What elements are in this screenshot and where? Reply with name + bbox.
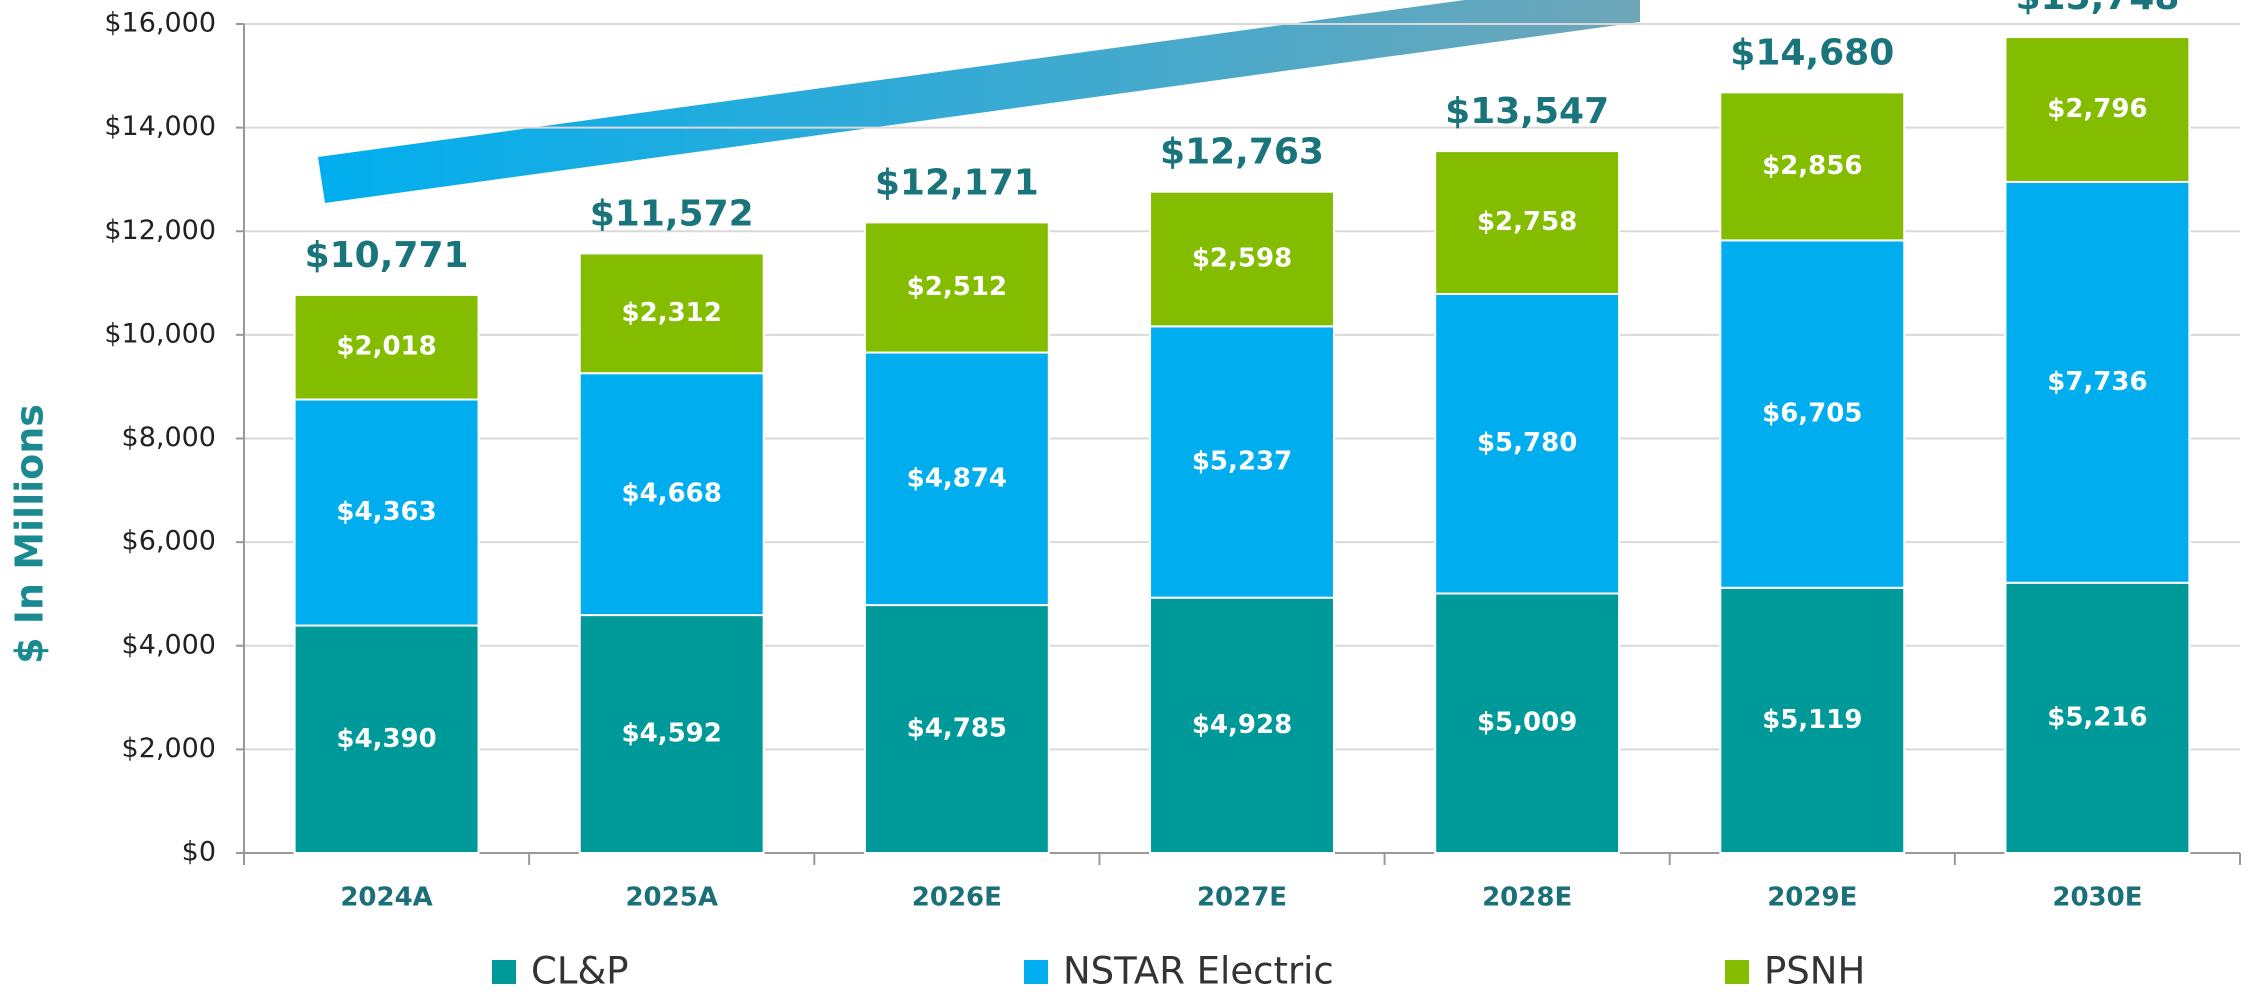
- segment-label: $2,856: [1762, 151, 1862, 181]
- y-tick-label: $10,000: [104, 318, 216, 349]
- bar-segment: [1149, 190, 1335, 328]
- x-tick-label: 2026E: [912, 883, 1002, 913]
- segment-label: $4,592: [622, 719, 722, 749]
- bar-segment: [863, 351, 1050, 607]
- segment-label: $5,780: [1477, 428, 1577, 458]
- segment-label: $5,009: [1477, 708, 1577, 738]
- legend-label: PSNH: [1764, 950, 1865, 993]
- y-axis-title: $ In Millions: [8, 404, 52, 664]
- total-label: $13,547: [1445, 91, 1609, 132]
- bar-segment: [1149, 325, 1335, 599]
- y-tick-label: $6,000: [122, 526, 216, 557]
- segment-label: $4,668: [622, 479, 722, 509]
- segment-label: $6,705: [1762, 399, 1862, 429]
- bar-segment: [1434, 292, 1621, 595]
- bar-segment: [578, 614, 765, 855]
- legend-swatch: [492, 960, 516, 984]
- segment-label: $5,119: [1762, 705, 1862, 735]
- x-tick-label: 2028E: [1482, 883, 1572, 913]
- segment-label: $2,512: [907, 272, 1007, 302]
- total-label: $14,680: [1730, 32, 1894, 73]
- y-tick-label: $2,000: [122, 733, 216, 764]
- bar-segment: [293, 398, 480, 627]
- y-tick-label: $14,000: [104, 111, 216, 142]
- segment-label: $4,390: [336, 724, 436, 754]
- bar-segment: [1719, 586, 1906, 854]
- bar-segment: [2004, 36, 2191, 183]
- x-tick-label: 2029E: [1767, 883, 1857, 913]
- x-tick-label: 2027E: [1197, 883, 1287, 913]
- bar-segment: [578, 372, 765, 617]
- segment-label: $2,018: [336, 332, 436, 362]
- bar-segment: [1719, 239, 1906, 589]
- y-tick-label: $16,000: [104, 8, 216, 39]
- bar-segment: [1434, 150, 1621, 295]
- bar-segment: [578, 252, 765, 375]
- segment-label: $2,796: [2047, 94, 2147, 124]
- x-tick-label: 2024A: [340, 883, 433, 913]
- bar-segment: [863, 221, 1050, 354]
- segment-label: $4,363: [336, 497, 436, 527]
- legend-swatch: [1024, 960, 1048, 984]
- x-tick-label: 2025A: [625, 883, 718, 913]
- y-tick-label: $12,000: [104, 215, 216, 246]
- segment-label: $2,312: [622, 298, 722, 328]
- total-label: $12,171: [875, 162, 1039, 203]
- y-tick-label: $4,000: [122, 629, 216, 660]
- segment-label: $5,216: [2047, 702, 2147, 732]
- bar-segment: [293, 293, 480, 401]
- bar-segment: [863, 604, 1050, 855]
- segment-label: $5,237: [1192, 446, 1292, 476]
- segment-label: $7,736: [2047, 367, 2147, 397]
- bar-segment: [2004, 180, 2191, 584]
- bar-segment: [1149, 596, 1335, 855]
- segment-label: $4,928: [1192, 710, 1292, 740]
- total-label: $10,771: [305, 235, 469, 276]
- growth-arrow: [318, 0, 1640, 203]
- y-tick-label: $8,000: [122, 422, 216, 453]
- legend-label: NSTAR Electric: [1063, 950, 1334, 993]
- y-tick-label: $0: [182, 837, 216, 868]
- legend-swatch: [1725, 960, 1749, 984]
- x-tick-label: 2030E: [2052, 883, 2142, 913]
- segment-label: $2,598: [1192, 244, 1292, 274]
- total-label: $12,763: [1160, 132, 1324, 173]
- total-label: $11,572: [590, 193, 754, 234]
- bar-segment: [1719, 91, 1906, 242]
- bar-segment: [293, 624, 480, 855]
- bar-segment: [1434, 592, 1621, 854]
- total-label: $15,748: [2015, 0, 2179, 18]
- segment-label: $4,785: [907, 714, 1007, 744]
- bar-segment: [2004, 581, 2191, 854]
- segment-label: $4,874: [907, 463, 1007, 493]
- legend-label: CL&P: [531, 950, 629, 993]
- segment-label: $2,758: [1477, 207, 1577, 237]
